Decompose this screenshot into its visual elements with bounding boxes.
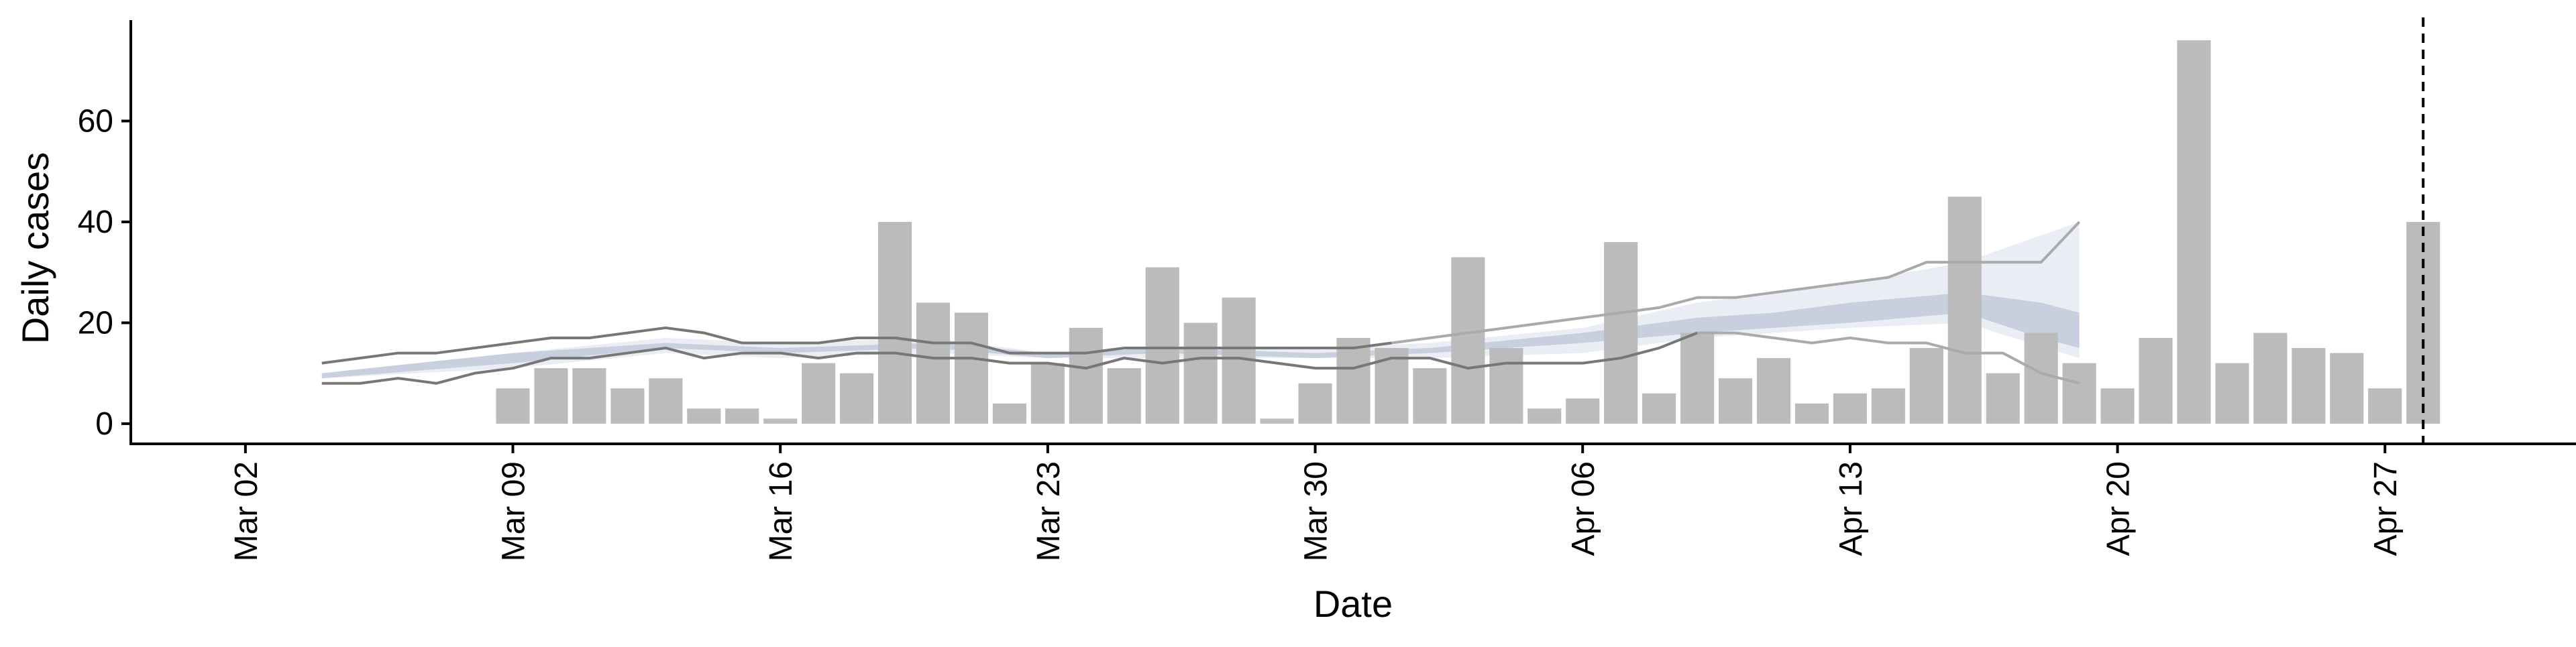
band-outer xyxy=(321,221,2080,379)
bar xyxy=(725,408,759,424)
bar xyxy=(1527,408,1562,424)
y-axis-title: Daily cases xyxy=(14,152,56,344)
daily-cases-bars xyxy=(496,40,2440,424)
bar xyxy=(2253,333,2288,424)
bar xyxy=(1642,393,1676,424)
x-tick-label: Mar 09 xyxy=(496,461,532,561)
x-tick-label: Mar 16 xyxy=(763,461,799,561)
bar xyxy=(1451,257,1485,424)
bar xyxy=(1833,393,1867,424)
bar xyxy=(992,403,1026,424)
axes xyxy=(129,20,2576,445)
x-axis-ticks: Mar 02 Mar 09 Mar 16 Mar 23 Mar 30 Apr 06 Apr … xyxy=(229,444,2404,561)
x-tick-label: Mar 30 xyxy=(1299,461,1334,561)
bar xyxy=(1986,373,2020,424)
x-tick-label: Apr 06 xyxy=(1566,461,1601,556)
bar xyxy=(687,408,721,424)
bar xyxy=(1680,333,1715,424)
bar xyxy=(1909,348,1943,424)
bar xyxy=(496,388,530,424)
band-inner xyxy=(321,292,2080,379)
credible-interval-bands xyxy=(321,221,2080,379)
bar xyxy=(1489,348,1523,424)
bar xyxy=(916,302,951,424)
bar xyxy=(1145,267,1179,424)
x-tick-label: Apr 20 xyxy=(2101,461,2137,556)
y-tick-label: 60 xyxy=(78,103,113,139)
bar xyxy=(610,388,645,424)
bar xyxy=(2215,363,2249,424)
bar xyxy=(1413,368,1447,424)
x-tick-label: Apr 27 xyxy=(2368,461,2404,556)
upper-bound-line xyxy=(1391,221,2081,345)
bar xyxy=(1756,358,1791,424)
bar xyxy=(649,378,683,424)
bar xyxy=(1566,398,1600,424)
y-axis-ticks: 0 20 40 60 xyxy=(78,103,131,442)
bar xyxy=(534,368,568,424)
bar xyxy=(1947,196,1982,424)
bar xyxy=(2062,363,2096,424)
bar xyxy=(1871,388,1905,424)
x-axis-title: Date xyxy=(1313,583,1393,625)
bar xyxy=(572,368,606,424)
bar xyxy=(2024,333,2058,424)
x-tick-label: Mar 02 xyxy=(229,461,264,561)
bar xyxy=(1183,322,1218,424)
bar xyxy=(2100,388,2135,424)
y-tick-label: 40 xyxy=(78,204,113,240)
x-tick-label: Mar 23 xyxy=(1031,461,1067,561)
lower-bound-line xyxy=(321,331,1698,385)
bar xyxy=(840,373,874,424)
bar xyxy=(878,221,912,424)
y-tick-label: 0 xyxy=(95,406,113,442)
bar xyxy=(954,312,989,424)
lower-bound-line xyxy=(1697,331,2080,385)
bar xyxy=(2177,40,2211,424)
bar xyxy=(2139,338,2173,424)
bar xyxy=(1298,383,1332,424)
bar xyxy=(1604,242,1638,424)
bar xyxy=(802,363,836,424)
x-tick-label: Apr 13 xyxy=(1833,461,1869,556)
y-tick-label: 20 xyxy=(78,305,113,341)
bar xyxy=(2292,348,2326,424)
bar xyxy=(1030,363,1065,424)
bar xyxy=(1794,403,1829,424)
upper-bound-line xyxy=(321,326,1392,365)
bar xyxy=(1718,378,1753,424)
bar xyxy=(1336,338,1371,424)
bar xyxy=(2368,388,2402,424)
bar xyxy=(763,418,798,424)
bar xyxy=(1260,418,1294,424)
bar xyxy=(1107,368,1141,424)
bar xyxy=(2330,353,2364,424)
bound-lines xyxy=(321,221,2081,385)
bar xyxy=(1069,327,1103,424)
